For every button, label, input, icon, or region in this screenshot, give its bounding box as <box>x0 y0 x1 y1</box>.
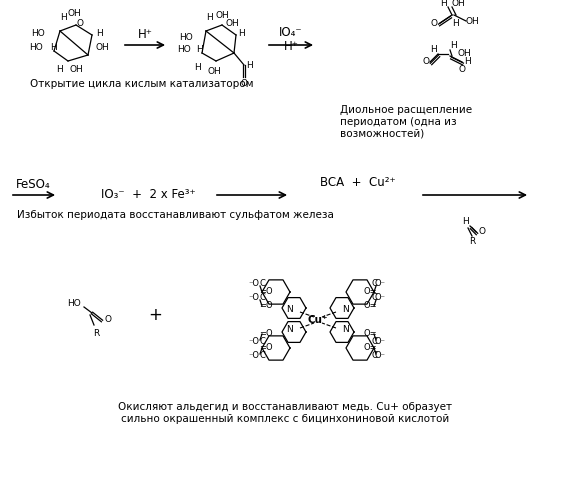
Text: R: R <box>93 328 99 338</box>
Text: Cu⁺: Cu⁺ <box>308 315 328 325</box>
Text: O⁻: O⁻ <box>375 352 385 360</box>
Text: N: N <box>287 326 293 334</box>
Text: FeSO₄: FeSO₄ <box>16 178 50 192</box>
Text: IO₄⁻: IO₄⁻ <box>279 26 303 40</box>
Text: ⁻O: ⁻O <box>249 338 260 346</box>
Text: H: H <box>247 60 254 70</box>
Text: H: H <box>453 18 459 28</box>
Text: O: O <box>422 58 430 66</box>
Text: H: H <box>50 42 57 51</box>
Text: O: O <box>76 18 84 28</box>
Text: O=: O= <box>363 330 377 338</box>
Text: C: C <box>371 294 377 302</box>
Text: H: H <box>465 58 471 66</box>
Text: OH: OH <box>207 66 221 76</box>
Text: =O: =O <box>259 288 273 296</box>
Text: HO: HO <box>31 28 45 38</box>
Text: OH: OH <box>67 8 81 18</box>
Text: O: O <box>458 66 466 74</box>
Text: Избыток периодата восстанавливают сульфатом железа: Избыток периодата восстанавливают сульфа… <box>17 210 333 220</box>
Text: HO: HO <box>177 44 191 54</box>
Text: N: N <box>343 326 350 334</box>
Text: H: H <box>431 46 438 54</box>
Text: C: C <box>371 280 377 288</box>
Text: =O: =O <box>259 344 273 352</box>
Text: Окисляют альдегид и восстанавливают медь. Cu+ образует
сильно окрашенный комплек: Окисляют альдегид и восстанавливают медь… <box>118 402 452 423</box>
Text: O=: O= <box>363 288 377 296</box>
Text: O: O <box>430 18 438 28</box>
Text: R: R <box>469 238 475 246</box>
Text: O: O <box>104 314 112 324</box>
Text: C: C <box>259 338 265 346</box>
Text: C: C <box>371 338 377 346</box>
Text: C: C <box>259 280 265 288</box>
Text: N: N <box>343 306 350 314</box>
Text: O⁻: O⁻ <box>375 338 385 346</box>
Text: IO₃⁻  +  2 x Fe³⁺: IO₃⁻ + 2 x Fe³⁺ <box>100 188 195 202</box>
Text: O: O <box>241 78 247 88</box>
Text: O⁻: O⁻ <box>375 280 385 288</box>
Text: OH: OH <box>69 64 83 74</box>
Text: H: H <box>61 12 67 22</box>
Text: HO: HO <box>67 298 81 308</box>
Text: =O: =O <box>259 302 273 310</box>
Text: OH: OH <box>215 10 229 20</box>
Text: H: H <box>195 62 201 72</box>
Text: C: C <box>259 294 265 302</box>
Text: =O: =O <box>259 330 273 338</box>
Text: H⁺: H⁺ <box>137 28 153 42</box>
Text: OH: OH <box>465 16 479 26</box>
Text: N: N <box>287 306 293 314</box>
Text: ⁻O: ⁻O <box>249 280 260 288</box>
Text: H: H <box>463 218 470 226</box>
Text: C: C <box>259 352 265 360</box>
Text: ⁻O: ⁻O <box>249 352 260 360</box>
Text: O: O <box>479 228 485 236</box>
Text: Открытие цикла кислым катализатором: Открытие цикла кислым катализатором <box>30 79 254 89</box>
Text: O=: O= <box>363 344 377 352</box>
Text: O⁻: O⁻ <box>375 294 385 302</box>
Text: +: + <box>148 306 162 324</box>
Text: Диольное расщепление
периодатом (одна из
возможностей): Диольное расщепление периодатом (одна из… <box>340 105 472 138</box>
Text: H: H <box>238 28 245 38</box>
Text: OH: OH <box>457 50 471 58</box>
Text: OH: OH <box>451 0 465 8</box>
Text: C: C <box>371 352 377 360</box>
Text: OH: OH <box>95 42 109 51</box>
Text: HO: HO <box>29 42 43 51</box>
Text: BCA  +  Cu²⁺: BCA + Cu²⁺ <box>320 176 396 190</box>
Text: OH: OH <box>225 18 239 28</box>
Text: H: H <box>206 12 213 22</box>
Text: H: H <box>450 42 457 50</box>
Text: O=: O= <box>363 302 377 310</box>
Text: HO: HO <box>179 32 193 42</box>
Text: H: H <box>96 28 103 38</box>
Text: H: H <box>196 44 204 54</box>
Text: H: H <box>440 0 447 8</box>
Text: ⁻O: ⁻O <box>249 294 260 302</box>
Text: H: H <box>57 64 63 74</box>
Text: H⁺: H⁺ <box>283 40 298 54</box>
